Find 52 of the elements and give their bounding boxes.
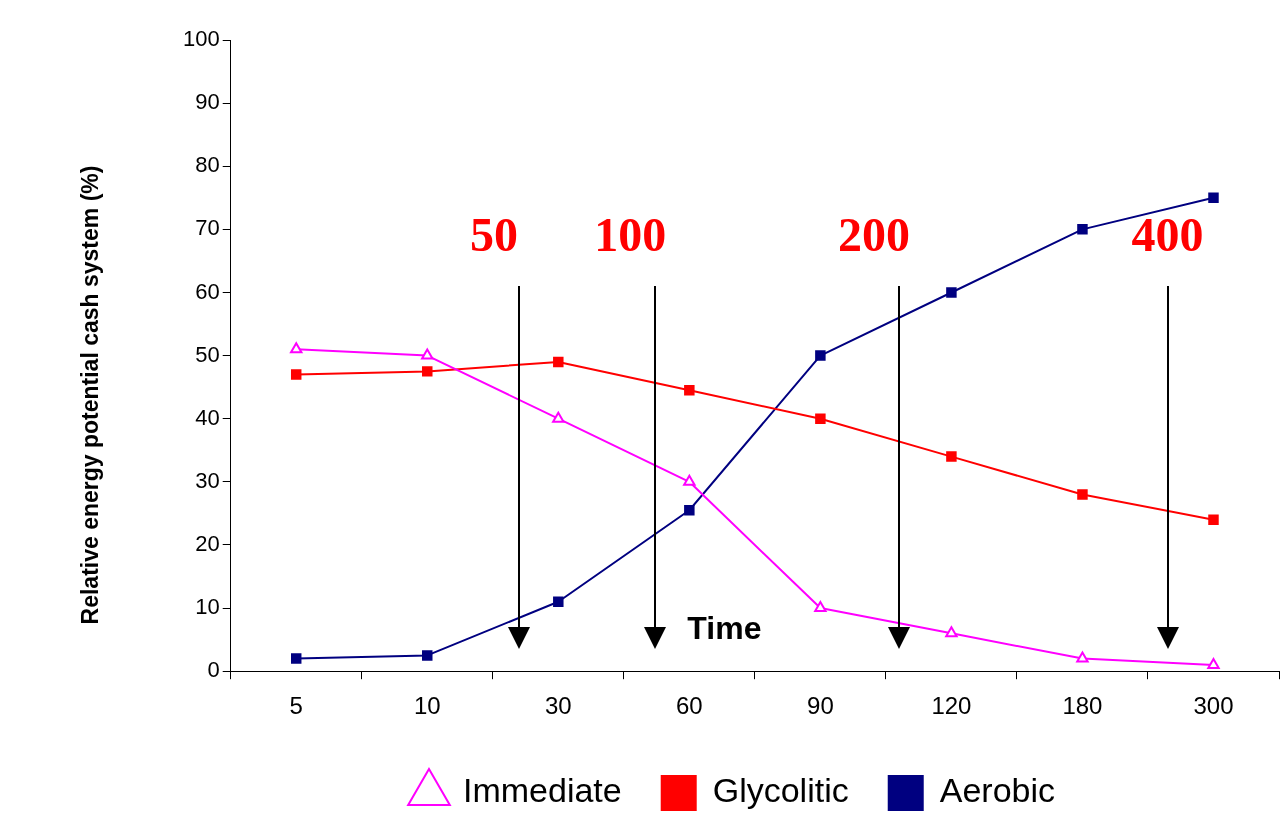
y-tick-label: 20 bbox=[195, 531, 220, 557]
y-tick-label: 60 bbox=[195, 278, 220, 304]
annotation: 50 bbox=[469, 206, 518, 262]
y-tick-label: 10 bbox=[195, 594, 220, 620]
x-tick-label: 180 bbox=[1062, 692, 1103, 720]
y-axis-title: Relative energy potential cash system (%) bbox=[76, 164, 104, 627]
point bbox=[946, 287, 957, 298]
y-tick-label: 100 bbox=[182, 26, 220, 52]
annotation: 100 bbox=[594, 206, 667, 262]
point bbox=[553, 596, 564, 608]
point bbox=[1077, 224, 1088, 235]
x-tick-label: 5 bbox=[289, 692, 303, 720]
point bbox=[290, 369, 302, 380]
x-tick-label: 90 bbox=[807, 692, 834, 720]
point bbox=[290, 342, 303, 354]
y-tick-label: 30 bbox=[195, 467, 220, 493]
point bbox=[684, 385, 695, 396]
point bbox=[552, 411, 565, 423]
x-tick-label: 60 bbox=[675, 692, 703, 720]
x-tick-label: 300 bbox=[1193, 692, 1234, 720]
x-tick-label: 10 bbox=[413, 692, 441, 720]
point bbox=[422, 650, 433, 661]
point bbox=[945, 626, 958, 638]
x-tick-label: 120 bbox=[931, 692, 972, 720]
annotation: 200 bbox=[837, 206, 910, 262]
y-tick-label: 0 bbox=[207, 657, 220, 683]
point bbox=[1208, 514, 1219, 525]
point bbox=[815, 350, 826, 361]
point bbox=[1077, 489, 1088, 500]
point bbox=[683, 474, 696, 486]
y-tick-label: 70 bbox=[195, 215, 220, 241]
point bbox=[815, 413, 826, 424]
x-tick-label: 30 bbox=[544, 692, 572, 720]
y-tick-label: 90 bbox=[195, 89, 220, 115]
legend-label: Aerobic bbox=[939, 771, 1056, 810]
point bbox=[946, 451, 957, 462]
legend-label: Glycolitic bbox=[712, 771, 849, 810]
point bbox=[421, 348, 434, 360]
point bbox=[814, 601, 827, 613]
legend-label: Immediate bbox=[462, 771, 622, 810]
annotation: 400 bbox=[1131, 206, 1204, 262]
point bbox=[1076, 651, 1089, 663]
point bbox=[290, 653, 302, 664]
point bbox=[1207, 657, 1220, 669]
y-tick-label: 40 bbox=[195, 404, 220, 430]
y-tick-label: 80 bbox=[195, 152, 220, 178]
point bbox=[553, 356, 564, 368]
point bbox=[684, 505, 695, 516]
point bbox=[422, 366, 433, 377]
point bbox=[1208, 192, 1219, 204]
y-tick-label: 50 bbox=[195, 341, 220, 367]
x-axis-title: Time bbox=[687, 610, 762, 648]
